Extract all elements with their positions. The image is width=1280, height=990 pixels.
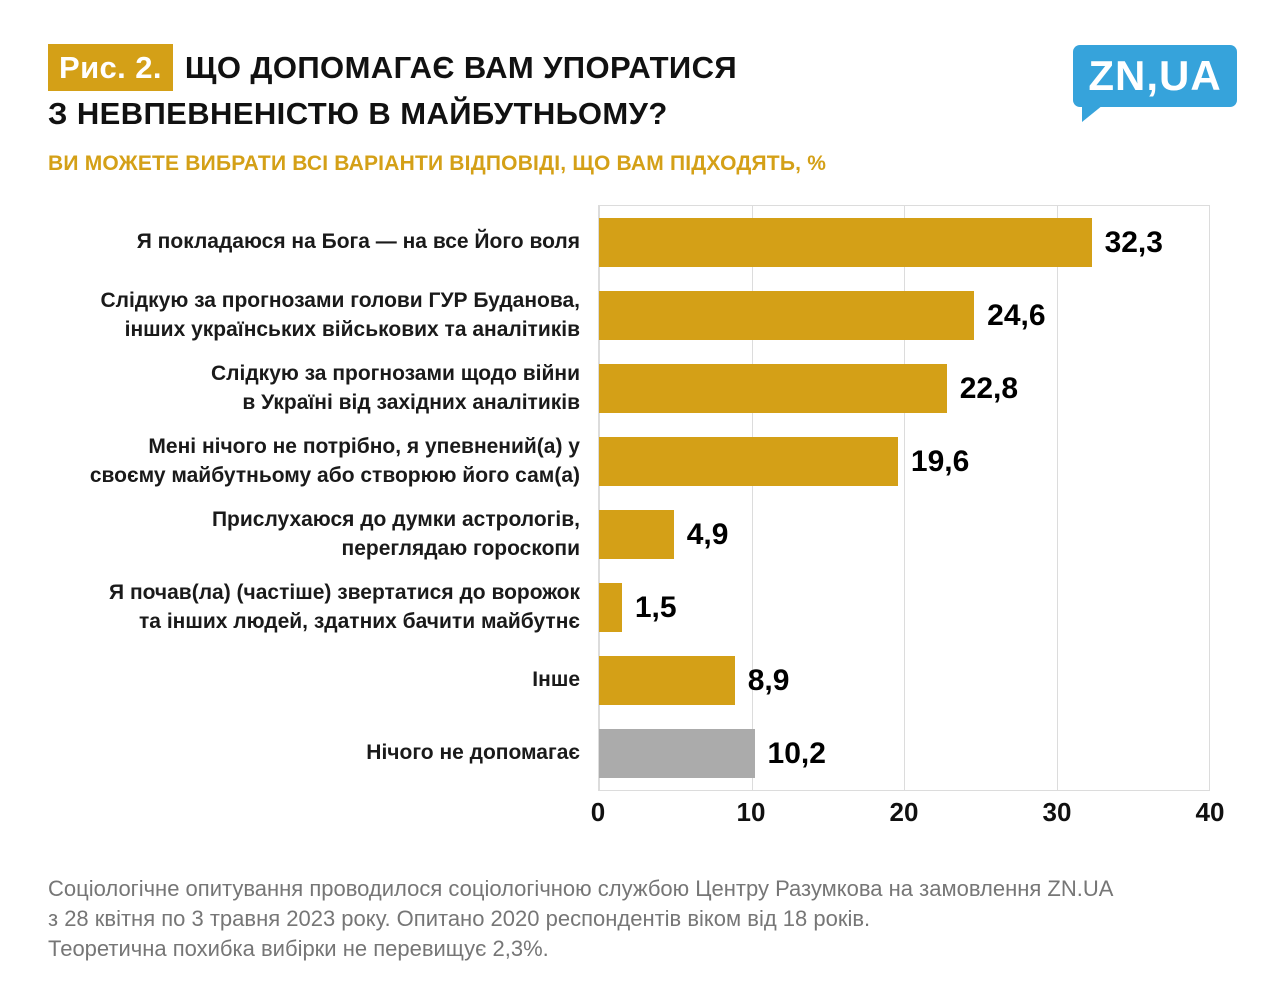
x-tick-label: 40 [1195, 797, 1225, 827]
category-label: Мені нічого не потрібно, я упевнений(а) … [89, 434, 580, 487]
bar-value-label: 32,3 [1104, 225, 1163, 259]
footer-line: з 28 квітня по 3 травня 2023 року. Опита… [48, 906, 871, 931]
header: Рис. 2. ЩО ДОПОМАГАЄ ВАМ УПОРАТИСЯ З НЕВПЕ… [48, 44, 1048, 176]
category-label: Прислухаюся до думки астрологів, перегля… [211, 507, 580, 560]
bar-row: 4,9 [599, 498, 1209, 571]
bar-chart: Я покладаюся на Бога — на все Його воля С… [48, 205, 1210, 791]
x-axis: 0 10 20 30 40 [591, 797, 1225, 833]
gridline [751, 206, 753, 790]
x-tick-label: 20 [889, 797, 919, 827]
category-label: Слідкую за прогнозами голови ГУР Буданов… [100, 288, 580, 341]
bar-row: 32,3 [599, 206, 1209, 279]
category-label: Нічого не допомагає [366, 741, 580, 764]
bar-row: 1,5 [599, 571, 1209, 644]
bar-value-label: 10,2 [767, 736, 826, 770]
gridline [599, 206, 600, 790]
bar [599, 437, 898, 486]
plot-area: 32,3 24,6 22,8 19,6 4,9 1,5 8,9 10,2 [598, 205, 1210, 791]
bar [599, 656, 735, 705]
bar-row: 22,8 [599, 352, 1209, 425]
bar-value-label: 4,9 [686, 517, 729, 551]
category-label: Я почав(ла) (частіше) звертатися до воро… [109, 580, 580, 633]
gridline [1209, 206, 1210, 790]
bar [599, 729, 755, 778]
x-tick-label: 10 [736, 797, 766, 827]
bar [599, 583, 622, 632]
footer-note: Соціологічне опитування проводилося соці… [48, 874, 1238, 964]
x-tick-label: 0 [590, 797, 606, 827]
page-title: Рис. 2. ЩО ДОПОМАГАЄ ВАМ УПОРАТИСЯ З НЕВПЕ… [48, 44, 1048, 136]
category-labels: Я покладаюся на Бога — на все Його воля С… [48, 205, 598, 791]
category-label: Слідкую за прогнозами щодо війни в Украї… [211, 361, 580, 414]
title-line1: ЩО ДОПОМАГАЄ ВАМ УПОРАТИСЯ [184, 50, 738, 85]
figure-badge: Рис. 2. [48, 44, 173, 91]
bar-value-label: 1,5 [634, 590, 677, 624]
zn-ua-logo-text: ZN,UA [1088, 52, 1222, 99]
category-label: Інше [532, 668, 580, 691]
category-label: Я покладаюся на Бога — на все Його воля [136, 230, 580, 253]
footer-line: Соціологічне опитування проводилося соці… [48, 876, 1114, 901]
title-line2: З НЕВПЕВНЕНІСТЮ В МАЙБУТНЬОМУ? [48, 96, 668, 131]
x-tick-label: 30 [1042, 797, 1072, 827]
bar-value-label: 22,8 [959, 371, 1019, 405]
bar-row: 8,9 [599, 644, 1209, 717]
gridline [904, 206, 905, 790]
bar [599, 510, 674, 559]
bar-value-label: 24,6 [987, 298, 1046, 332]
chart-subtitle: ВИ МОЖЕТЕ ВИБРАТИ ВСІ ВАРІАНТИ ВІДПОВІДІ… [48, 152, 827, 175]
zn-ua-logo: ZN,UA [1073, 45, 1237, 122]
footer-line: Теоретична похибка вибірки не перевищує … [48, 936, 549, 961]
gridline [1056, 206, 1058, 790]
bar-row: 19,6 [599, 425, 1209, 498]
bar-value-label: 19,6 [910, 444, 970, 478]
bar-value-label: 8,9 [747, 663, 790, 697]
bar [599, 218, 1092, 267]
bar-row: 10,2 [599, 717, 1209, 790]
bar [599, 364, 947, 413]
bar [599, 291, 975, 340]
bar-row: 24,6 [599, 279, 1209, 352]
